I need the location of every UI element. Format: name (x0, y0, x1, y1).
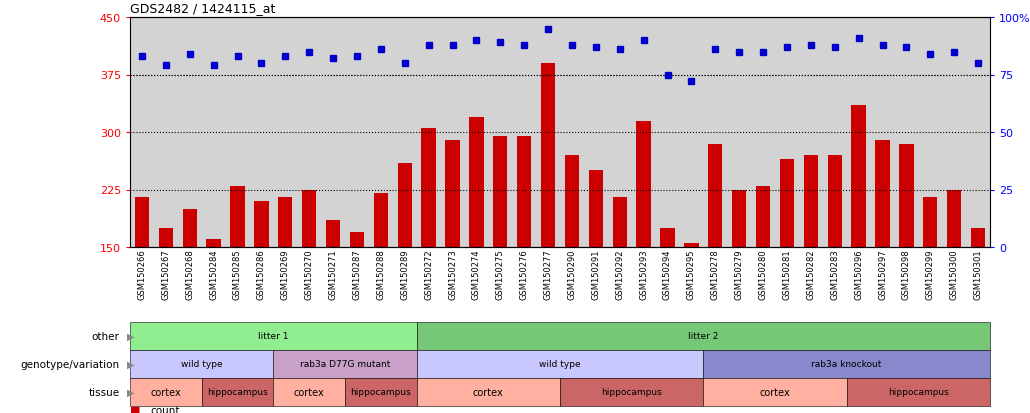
Text: ▶: ▶ (127, 359, 134, 369)
Bar (445, 140, 459, 362)
Bar (899, 144, 914, 362)
Bar (182, 209, 197, 362)
Bar (465, 18, 488, 247)
Bar (703, 18, 727, 247)
Bar (655, 18, 680, 247)
Bar (803, 156, 818, 362)
Text: rab3a knockout: rab3a knockout (812, 360, 882, 369)
Text: litter 1: litter 1 (259, 332, 288, 341)
Bar (159, 228, 173, 362)
Bar (708, 144, 722, 362)
Bar (584, 18, 608, 247)
Text: ▶: ▶ (127, 387, 134, 397)
Bar (775, 18, 799, 247)
Bar (302, 190, 316, 362)
Text: hippocampus: hippocampus (888, 387, 949, 396)
Bar (206, 240, 220, 362)
Bar (827, 156, 842, 362)
Text: other: other (92, 331, 119, 341)
Text: hippocampus: hippocampus (207, 387, 268, 396)
Bar (876, 140, 890, 362)
Text: litter 2: litter 2 (688, 332, 719, 341)
Bar (966, 18, 990, 247)
Bar (488, 18, 512, 247)
Text: wild type: wild type (539, 360, 581, 369)
Bar (894, 18, 919, 247)
Bar (780, 159, 794, 362)
Bar (321, 18, 345, 247)
Bar (254, 202, 269, 362)
Bar (613, 198, 627, 362)
Bar (135, 198, 149, 362)
Bar (350, 232, 365, 362)
Text: cortex: cortex (150, 387, 181, 397)
Bar (392, 18, 417, 247)
Bar (178, 18, 202, 247)
Bar (870, 18, 894, 247)
Text: cortex: cortex (473, 387, 504, 397)
Text: wild type: wild type (181, 360, 222, 369)
Bar (417, 18, 441, 247)
Bar (589, 171, 603, 362)
Bar (732, 190, 747, 362)
Text: genotype/variation: genotype/variation (21, 359, 119, 369)
Text: cortex: cortex (759, 387, 790, 397)
Bar (971, 228, 986, 362)
Bar (130, 18, 153, 247)
Bar (374, 194, 388, 362)
Bar (541, 64, 555, 362)
Bar (564, 156, 579, 362)
Bar (637, 121, 651, 362)
Bar (560, 18, 584, 247)
Bar (421, 129, 436, 362)
Bar (470, 117, 483, 362)
Bar (823, 18, 847, 247)
Bar (536, 18, 560, 247)
Bar (517, 137, 531, 362)
Bar (751, 18, 775, 247)
Bar (369, 18, 392, 247)
Bar (398, 163, 412, 362)
Text: hippocampus: hippocampus (350, 387, 411, 396)
Bar (680, 18, 703, 247)
Bar (153, 18, 178, 247)
Text: ■: ■ (130, 405, 140, 413)
Bar (684, 244, 698, 362)
Bar (345, 18, 369, 247)
Text: tissue: tissue (89, 387, 119, 397)
Bar (608, 18, 631, 247)
Text: count: count (150, 405, 180, 413)
Bar (325, 221, 340, 362)
Text: ▶: ▶ (127, 331, 134, 341)
Bar (298, 18, 321, 247)
Text: cortex: cortex (294, 387, 324, 397)
Bar (202, 18, 226, 247)
Bar (756, 186, 770, 362)
Bar (226, 18, 249, 247)
Bar (799, 18, 823, 247)
Bar (923, 198, 937, 362)
Bar (942, 18, 966, 247)
Bar (273, 18, 298, 247)
Bar (493, 137, 508, 362)
Bar (249, 18, 273, 247)
Bar (278, 198, 293, 362)
Bar (727, 18, 751, 247)
Bar (919, 18, 942, 247)
Bar (512, 18, 536, 247)
Bar (631, 18, 655, 247)
Bar (660, 228, 675, 362)
Bar (231, 186, 245, 362)
Text: hippocampus: hippocampus (602, 387, 662, 396)
Bar (947, 190, 961, 362)
Text: GDS2482 / 1424115_at: GDS2482 / 1424115_at (130, 2, 275, 15)
Bar (847, 18, 870, 247)
Bar (852, 106, 866, 362)
Text: rab3a D77G mutant: rab3a D77G mutant (300, 360, 390, 369)
Bar (441, 18, 465, 247)
